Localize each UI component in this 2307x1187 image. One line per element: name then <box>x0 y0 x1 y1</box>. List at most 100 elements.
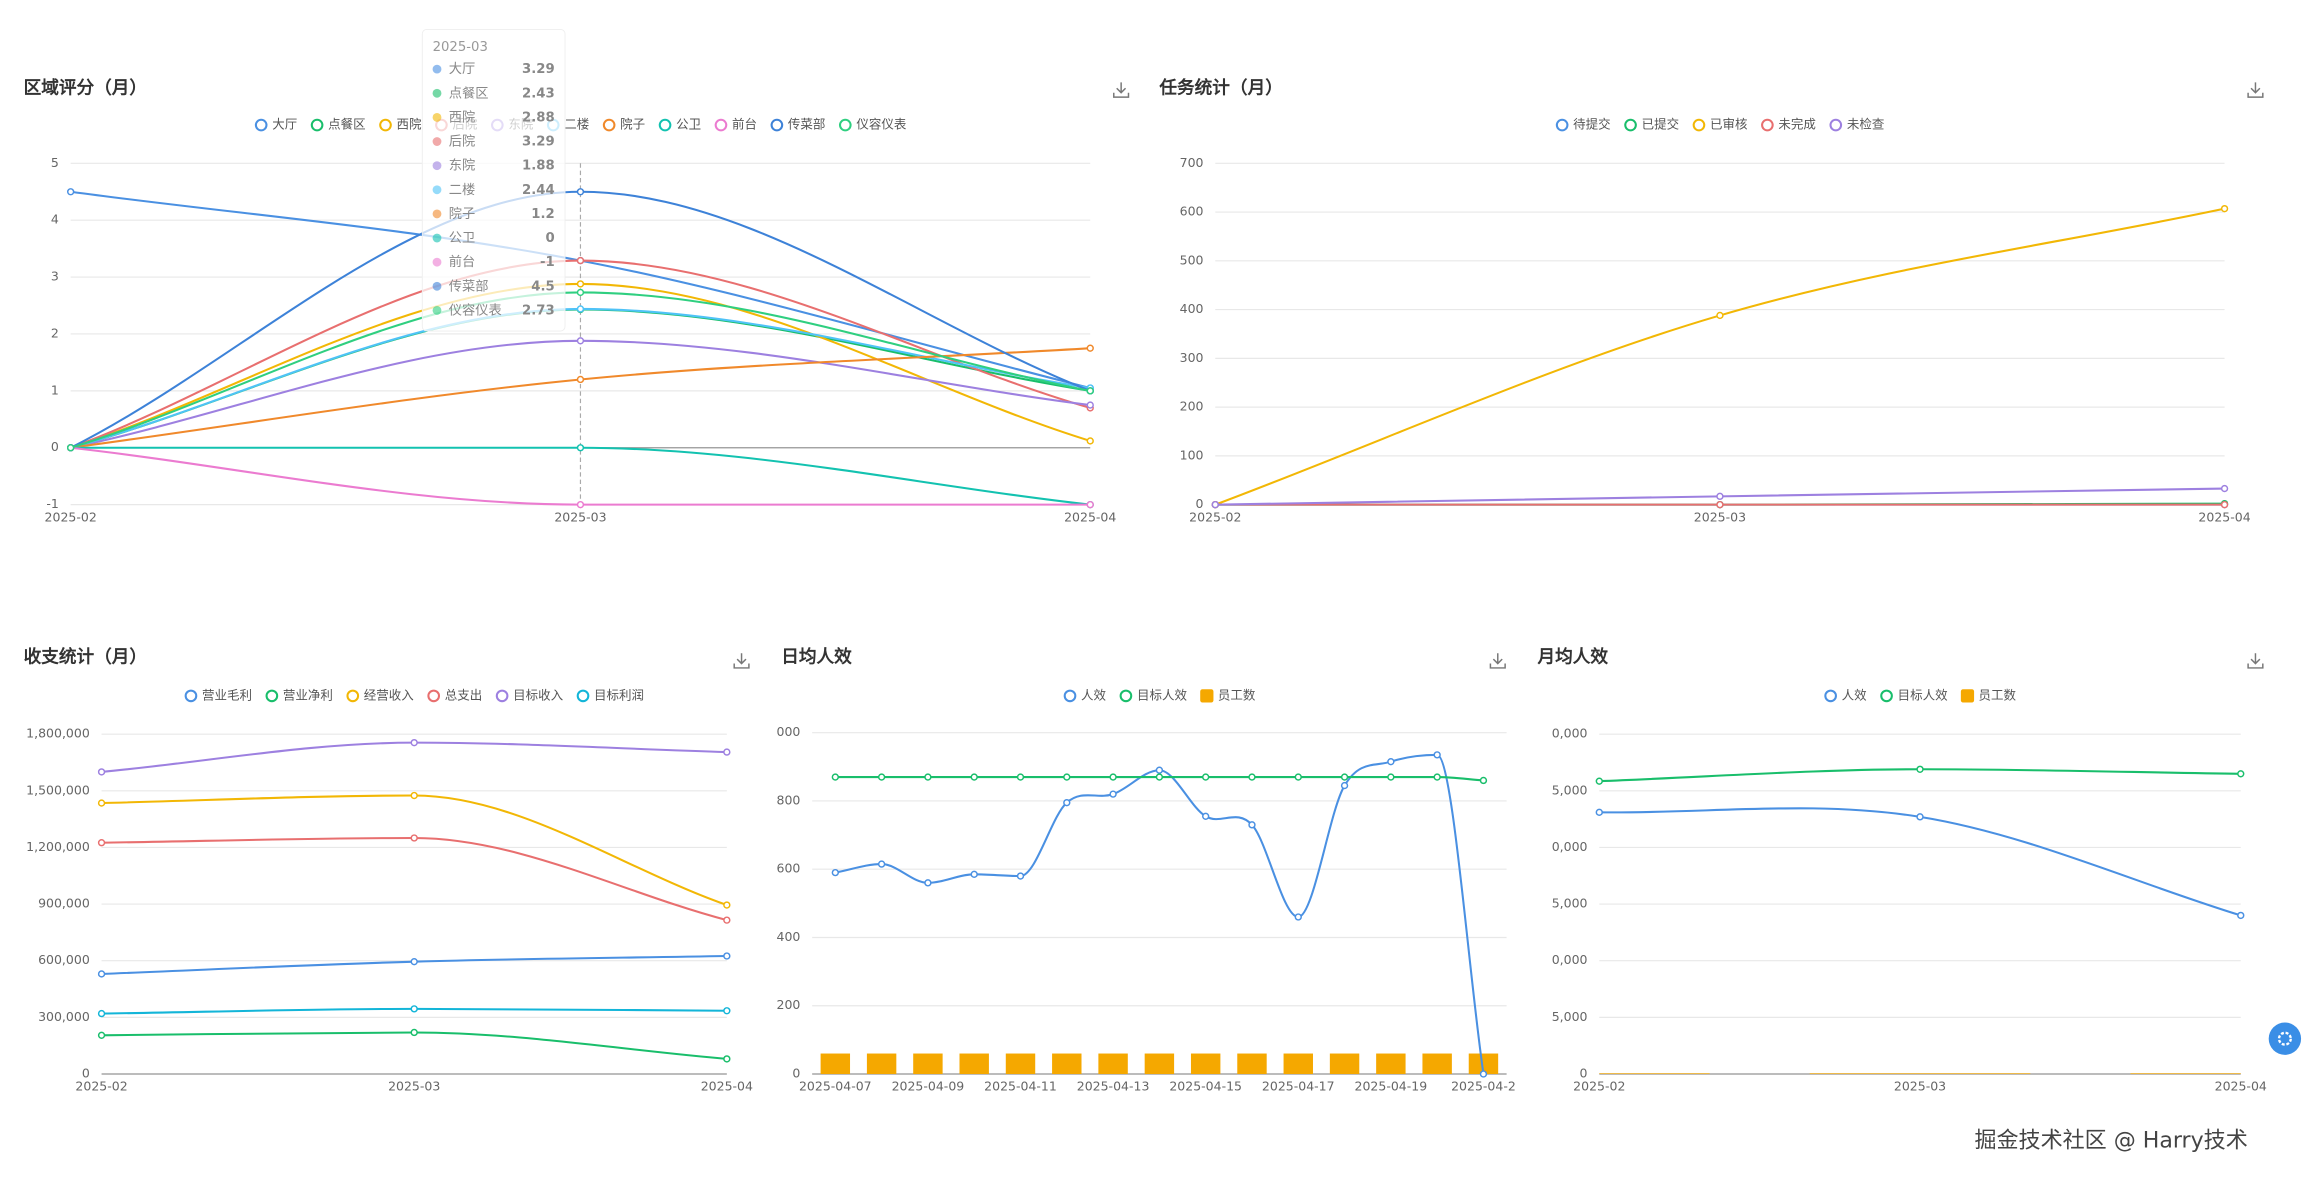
legend-item[interactable]: 员工数 <box>1200 687 1256 703</box>
legend-item[interactable]: 点餐区 <box>310 117 366 132</box>
tooltip-value: 2.88 <box>522 110 555 125</box>
legend-item[interactable]: 人效 <box>1063 687 1107 703</box>
data-point <box>410 791 418 800</box>
legend-label: 待提交 <box>1573 117 1611 132</box>
data-point <box>576 444 585 452</box>
legend-icon <box>1761 118 1774 132</box>
legend: 大厅点餐区西院后院东院二楼院子公卫前台传菜部仪容仪表 <box>254 117 907 132</box>
series-line <box>1599 807 2242 917</box>
data-point <box>723 952 731 960</box>
legend-item[interactable]: 目标人效 <box>1119 687 1188 702</box>
tooltip-value: 3.29 <box>522 62 555 77</box>
bar <box>1237 1053 1267 1075</box>
legend-item[interactable]: 前台 <box>714 117 757 132</box>
data-point <box>576 305 585 313</box>
legend-item[interactable]: 未检查 <box>1829 117 1885 132</box>
legend-item[interactable]: 营业毛利 <box>184 687 252 702</box>
y-tick-label: 000 <box>777 724 801 739</box>
tooltip-value: -1 <box>540 255 555 270</box>
legend-item[interactable]: 院子 <box>602 117 645 132</box>
download-button[interactable] <box>2247 82 2264 98</box>
chart-title: 日均人效 <box>781 646 852 668</box>
legend-item[interactable]: 待提交 <box>1555 117 1611 132</box>
legend-item[interactable]: 目标利润 <box>576 687 644 703</box>
legend-label: 西院 <box>397 117 423 132</box>
bar <box>1809 1073 2031 1075</box>
tooltip-value: 1.88 <box>522 159 555 174</box>
data-point <box>97 1009 106 1018</box>
legend-icon <box>576 689 590 703</box>
y-tick-label: 0 <box>1580 1066 1588 1081</box>
tooltip-box <box>421 28 566 332</box>
series-line <box>1214 207 2225 506</box>
legend-icon <box>658 118 672 132</box>
legend-item[interactable]: 传菜部 <box>770 117 826 132</box>
y-tick-label: 600 <box>777 861 801 876</box>
data-point <box>2237 911 2245 920</box>
tooltip-value: 2.44 <box>522 183 555 198</box>
legend-label: 未完成 <box>1778 117 1816 132</box>
x-tick-label: 2025-04 <box>1064 509 1116 524</box>
y-tick-label: 800 <box>777 792 801 807</box>
legend-item[interactable]: 未完成 <box>1761 117 1816 132</box>
tooltip-dot <box>432 88 442 98</box>
legend-item[interactable]: 西院 <box>379 117 423 132</box>
bar <box>1052 1053 1082 1075</box>
tooltip-dot <box>432 306 442 315</box>
data-point <box>924 879 932 887</box>
bar <box>1190 1053 1221 1075</box>
data-point <box>97 768 106 776</box>
legend: 待提交 已提交 已审核 未完成 未检查 <box>1555 117 1885 132</box>
legend-item[interactable]: 目标人效 <box>1880 687 1948 702</box>
legend-item[interactable]: 人效 <box>1824 687 1867 702</box>
data-point <box>1479 1070 1488 1078</box>
data-point <box>410 738 418 747</box>
data-point <box>1595 777 1603 785</box>
data-point <box>723 916 731 924</box>
legend-item[interactable]: 公卫 <box>658 117 701 132</box>
tooltip-name: 传菜部 <box>449 278 489 294</box>
series-line <box>101 1031 727 1060</box>
legend-item[interactable]: 目标收入 <box>495 687 564 702</box>
download-button[interactable] <box>1489 653 1506 669</box>
legend-item[interactable]: 营业净利 <box>265 687 333 703</box>
legend-item[interactable]: 已审核 <box>1692 117 1748 132</box>
y-tick-label: 300,000 <box>38 1009 90 1024</box>
y-tick-label: 400 <box>777 929 801 944</box>
legend-label: 目标利润 <box>594 687 644 702</box>
y-tick-label: 100 <box>1180 447 1204 462</box>
legend-item[interactable]: 仪容仪表 <box>838 117 907 132</box>
data-point <box>1433 773 1441 781</box>
y-tick-label: 900,000 <box>38 896 90 911</box>
tooltip-name: 东院 <box>449 158 475 174</box>
y-tick-label: 0,000 <box>1552 726 1588 741</box>
x-tick-label: 2025-04-13 <box>1077 1079 1150 1094</box>
legend-icon <box>1063 689 1077 703</box>
download-button[interactable] <box>2247 653 2264 669</box>
legend-item[interactable]: 大厅 <box>254 117 297 132</box>
legend-label: 经营收入 <box>364 687 415 702</box>
legend-label: 前台 <box>732 117 757 132</box>
data-point <box>97 839 106 847</box>
data-point <box>1086 401 1094 409</box>
legend-label: 大厅 <box>272 117 297 132</box>
tooltip-dot <box>432 233 442 243</box>
legend-icon <box>1960 689 1975 703</box>
x-tick-label: 2025-04-11 <box>984 1079 1057 1094</box>
data-point <box>877 773 886 781</box>
y-tick-label: 0 <box>82 1066 90 1081</box>
download-button[interactable] <box>1113 82 1130 98</box>
series-line <box>835 753 1485 1075</box>
settings-button[interactable] <box>2268 1022 2302 1055</box>
legend-item[interactable]: 员工数 <box>1960 687 2017 703</box>
legend-item[interactable]: 总支出 <box>427 687 482 702</box>
data-point <box>2220 500 2229 509</box>
data-point <box>1716 492 1724 501</box>
data-point <box>1016 872 1025 880</box>
data-point <box>924 773 932 781</box>
legend-icon <box>265 689 279 703</box>
legend-item[interactable]: 经营收入 <box>346 687 415 702</box>
download-button[interactable] <box>733 653 750 669</box>
legend-item[interactable]: 已提交 <box>1624 117 1679 132</box>
